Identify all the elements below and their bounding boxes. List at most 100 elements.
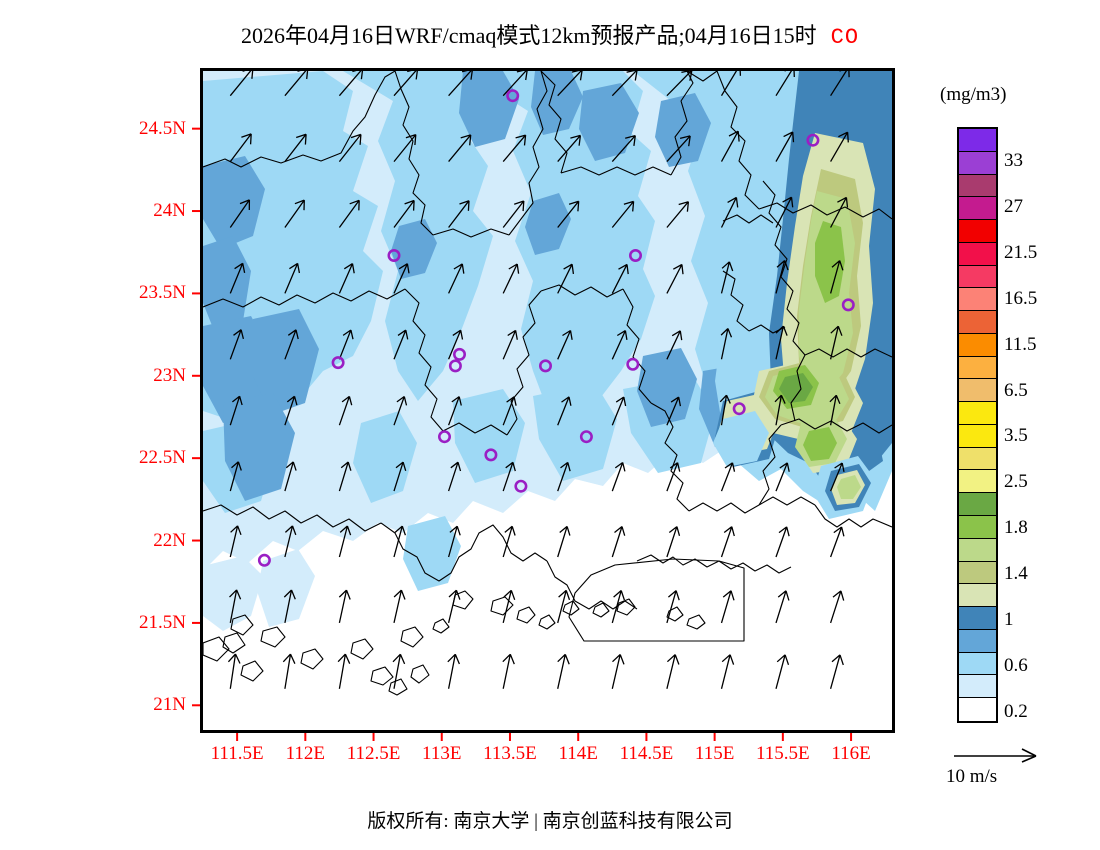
colorbar-band-5: [959, 242, 996, 266]
station-marker[interactable]: [453, 347, 467, 361]
wind-arrow: [393, 589, 406, 624]
colorbar-band-25: [959, 698, 996, 721]
map-plot-area[interactable]: [200, 68, 895, 733]
colorbar-band-1: [959, 151, 996, 175]
station-marker[interactable]: [579, 430, 593, 444]
station-marker[interactable]: [331, 356, 345, 370]
lat-tick-21N: 21N: [153, 694, 186, 716]
station-marker[interactable]: [732, 402, 746, 416]
wind-arrow: [282, 653, 296, 689]
colorbar-tick-16.5: 16.5: [1004, 287, 1038, 309]
colorbar-band-9: [959, 333, 996, 357]
wind-arrow: [830, 71, 850, 97]
wind-arrow: [338, 199, 360, 228]
wind-arrow: [338, 461, 352, 492]
wind-arrow: [774, 394, 786, 426]
colorbar-tick-33: 33: [1004, 150, 1023, 172]
station-marker[interactable]: [506, 89, 520, 103]
station-marker[interactable]: [538, 359, 552, 373]
colorbar-band-17: [959, 516, 996, 539]
wind-arrow: [666, 263, 684, 294]
wind-arrow: [229, 395, 243, 426]
lon-tick-113.5E: 113.5E: [483, 743, 537, 764]
station-marker[interactable]: [448, 359, 462, 373]
wind-arrow: [666, 654, 680, 689]
colorbar-band-4: [959, 220, 996, 243]
wind-arrow: [393, 329, 409, 360]
wind-arrow: [666, 396, 682, 426]
station-marker[interactable]: [484, 448, 498, 462]
wind-arrow: [666, 462, 681, 492]
wind-arrow: [775, 131, 795, 162]
wind-arrow: [338, 395, 353, 426]
colorbar-band-7: [959, 288, 996, 312]
colorbar-band-20: [959, 584, 996, 608]
title-text: 2026年04月16日WRF/cmaq模式12km预报产品;04月16日15时: [240, 23, 817, 48]
wind-arrow: [611, 590, 626, 624]
wind-arrow: [229, 461, 242, 492]
wind-arrow: [829, 325, 843, 360]
wind-arrow: [338, 329, 354, 360]
colorbar-band-13: [959, 424, 996, 448]
wind-arrow: [448, 200, 470, 228]
wind-arrow: [284, 461, 297, 492]
station-marker[interactable]: [841, 298, 855, 312]
wind-arrow: [720, 654, 735, 689]
wind-arrow: [338, 589, 351, 624]
wind-arrow: [720, 196, 739, 228]
copyright-footer: 版权所有: 南京大学 | 南京创蓝科技有限公司: [367, 811, 733, 832]
wind-arrow: [829, 260, 844, 294]
station-marker[interactable]: [514, 479, 528, 493]
wind-arrow: [393, 525, 407, 558]
wind-arrow: [720, 71, 742, 97]
wind-arrow: [557, 71, 583, 97]
colorbar-tick-2.5: 2.5: [1004, 471, 1028, 493]
wind-arrow: [720, 590, 735, 624]
wind-arrow: [338, 133, 362, 163]
wind-arrow: [775, 590, 790, 624]
colorbar-tick-21.5: 21.5: [1004, 242, 1038, 264]
wind-arrow: [557, 525, 571, 558]
wind-arrow: [283, 589, 296, 624]
wind-arrow: [284, 262, 301, 294]
wind-arrow: [338, 263, 355, 294]
wind-arrow: [337, 653, 351, 689]
wind-arrow: [775, 462, 790, 492]
colorbar[interactable]: [957, 127, 998, 723]
colorbar-band-10: [959, 356, 996, 380]
wind-arrow: [611, 134, 636, 163]
station-marker[interactable]: [438, 430, 452, 444]
colorbar-band-23: [959, 652, 996, 676]
wind-arrow: [284, 71, 309, 97]
wind-scale-key: 10 m/s: [940, 742, 1080, 800]
wind-arrow: [447, 461, 462, 492]
station-marker[interactable]: [806, 133, 820, 147]
wind-arrow: [502, 200, 525, 228]
wind-arrow: [502, 263, 520, 294]
station-marker[interactable]: [626, 357, 640, 371]
lat-tick-22N: 22N: [153, 529, 186, 551]
wind-arrow: [557, 589, 571, 624]
station-marker[interactable]: [387, 249, 401, 263]
wind-arrow: [611, 263, 629, 294]
wind-arrow: [830, 196, 849, 228]
wind-arrow: [829, 462, 845, 492]
wind-arrow: [393, 133, 417, 163]
wind-arrow: [720, 261, 734, 294]
station-marker-layer: [257, 89, 855, 567]
wind-arrow: [393, 263, 410, 294]
wind-arrow: [611, 654, 625, 689]
colorbar-tick-1.4: 1.4: [1004, 563, 1028, 584]
lon-tick-112E: 112E: [285, 743, 326, 764]
wind-arrow: [338, 71, 364, 97]
colorbar-band-24: [959, 675, 996, 699]
wind-arrow: [611, 330, 628, 360]
wind-arrow: [720, 526, 735, 558]
colorbar-band-12: [959, 402, 996, 425]
wind-scale-label: 10 m/s: [946, 766, 998, 787]
station-marker[interactable]: [628, 249, 642, 263]
station-marker[interactable]: [257, 553, 271, 567]
coastline-layer: [203, 71, 892, 696]
wind-arrow: [229, 199, 251, 228]
lon-tick-116E: 116E: [831, 743, 871, 764]
